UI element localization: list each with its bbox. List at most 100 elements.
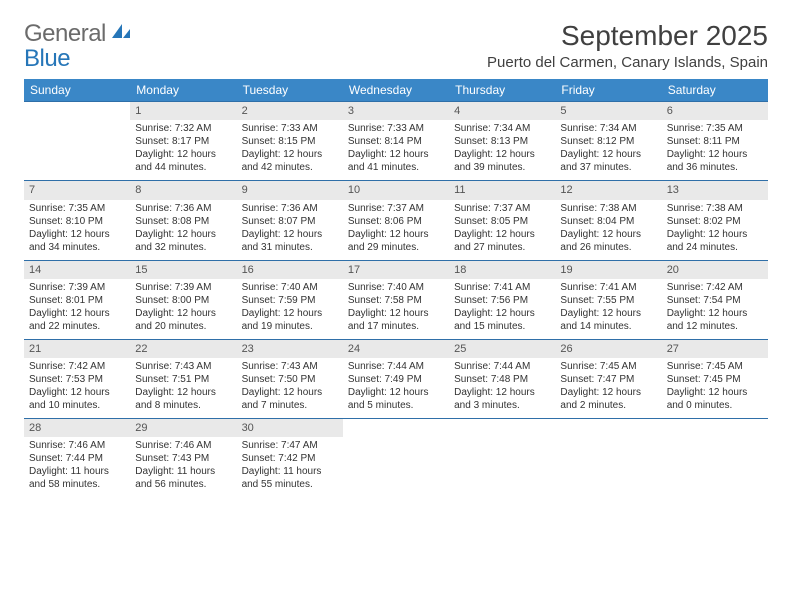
day-cell	[555, 418, 661, 497]
sunset-line: Sunset: 8:05 PM	[454, 215, 550, 228]
day-cell: 11Sunrise: 7:37 AMSunset: 8:05 PMDayligh…	[449, 180, 555, 259]
day-cell: 19 Sunrise: 7:41 AMSunset: 7:55 PMDayligh…	[555, 260, 661, 339]
logo: General	[24, 20, 134, 48]
day-cell: 4Sunrise: 7:34 AMSunset: 8:13 PMDaylight…	[449, 101, 555, 180]
week-row: 7Sunrise: 7:35 AMSunset: 8:10 PMDaylight…	[24, 180, 768, 259]
weekday-saturday: Saturday	[662, 79, 768, 101]
sunset-line: Sunset: 7:45 PM	[667, 373, 763, 386]
day-number: 25	[449, 340, 555, 358]
sunset-line: Sunset: 7:42 PM	[242, 452, 338, 465]
sunset-line: Sunset: 8:13 PM	[454, 135, 550, 148]
weekday-thursday: Thursday	[449, 79, 555, 101]
sunrise-line: Sunrise: 7:38 AM	[667, 202, 763, 215]
day-number: 24	[343, 340, 449, 358]
day-number: 6	[662, 102, 768, 120]
day-number: 17	[343, 261, 449, 279]
daylight-line: Daylight: 12 hours and 2 minutes.	[560, 386, 656, 412]
sunrise-line: Sunrise: 7:43 AM	[135, 360, 231, 373]
sunrise-line: Sunrise: 7:45 AM	[667, 360, 763, 373]
day-number: 30	[237, 419, 343, 437]
day-cell: 28Sunrise: 7:46 AMSunset: 7:44 PMDayligh…	[24, 418, 130, 497]
day-number: 14	[24, 261, 130, 279]
sunset-line: Sunset: 7:47 PM	[560, 373, 656, 386]
sunrise-line: Sunrise: 7:40 AM	[242, 281, 338, 294]
week-row: 1Sunrise: 7:32 AMSunset: 8:17 PMDaylight…	[24, 101, 768, 180]
day-number: 27	[662, 340, 768, 358]
day-cell: 25Sunrise: 7:44 AMSunset: 7:48 PMDayligh…	[449, 339, 555, 418]
sunset-line: Sunset: 8:02 PM	[667, 215, 763, 228]
daylight-line: Daylight: 12 hours and 17 minutes.	[348, 307, 444, 333]
sunrise-line: Sunrise: 7:42 AM	[29, 360, 125, 373]
day-cell: 20Sunrise: 7:42 AMSunset: 7:54 PMDayligh…	[662, 260, 768, 339]
day-cell: 15Sunrise: 7:39 AMSunset: 8:00 PMDayligh…	[130, 260, 236, 339]
day-number: 7	[24, 181, 130, 199]
daylight-line: Daylight: 12 hours and 0 minutes.	[667, 386, 763, 412]
daylight-line: Daylight: 12 hours and 24 minutes.	[667, 228, 763, 254]
day-cell: 16Sunrise: 7:40 AMSunset: 7:59 PMDayligh…	[237, 260, 343, 339]
daylight-line: Daylight: 12 hours and 10 minutes.	[29, 386, 125, 412]
day-cell: 21Sunrise: 7:42 AMSunset: 7:53 PMDayligh…	[24, 339, 130, 418]
calendar: SundayMondayTuesdayWednesdayThursdayFrid…	[24, 79, 768, 497]
day-cell: 24Sunrise: 7:44 AMSunset: 7:49 PMDayligh…	[343, 339, 449, 418]
sunset-line: Sunset: 7:59 PM	[242, 294, 338, 307]
daylight-line: Daylight: 12 hours and 7 minutes.	[242, 386, 338, 412]
daylight-line: Daylight: 12 hours and 14 minutes.	[560, 307, 656, 333]
day-number: 9	[237, 181, 343, 199]
sunset-line: Sunset: 7:55 PM	[560, 294, 656, 307]
sunset-line: Sunset: 8:14 PM	[348, 135, 444, 148]
daylight-line: Daylight: 11 hours and 58 minutes.	[29, 465, 125, 491]
daylight-line: Daylight: 12 hours and 44 minutes.	[135, 148, 231, 174]
daylight-line: Daylight: 12 hours and 34 minutes.	[29, 228, 125, 254]
day-number: 23	[237, 340, 343, 358]
day-cell: 12Sunrise: 7:38 AMSunset: 8:04 PMDayligh…	[555, 180, 661, 259]
day-number: 26	[555, 340, 661, 358]
sunset-line: Sunset: 7:58 PM	[348, 294, 444, 307]
day-cell: 3Sunrise: 7:33 AMSunset: 8:14 PMDaylight…	[343, 101, 449, 180]
sunrise-line: Sunrise: 7:46 AM	[29, 439, 125, 452]
page: General September 2025 Puerto del Carmen…	[0, 0, 792, 517]
daylight-line: Daylight: 12 hours and 20 minutes.	[135, 307, 231, 333]
sunset-line: Sunset: 7:49 PM	[348, 373, 444, 386]
sunrise-line: Sunrise: 7:42 AM	[667, 281, 763, 294]
week-row: 21Sunrise: 7:42 AMSunset: 7:53 PMDayligh…	[24, 339, 768, 418]
day-number: 11	[449, 181, 555, 199]
day-number: 13	[662, 181, 768, 199]
sunrise-line: Sunrise: 7:34 AM	[560, 122, 656, 135]
day-cell: 18Sunrise: 7:41 AMSunset: 7:56 PMDayligh…	[449, 260, 555, 339]
sunrise-line: Sunrise: 7:41 AM	[560, 281, 656, 294]
sunset-line: Sunset: 8:12 PM	[560, 135, 656, 148]
sunset-line: Sunset: 7:56 PM	[454, 294, 550, 307]
day-number: 21	[24, 340, 130, 358]
weekday-tuesday: Tuesday	[237, 79, 343, 101]
daylight-line: Daylight: 12 hours and 3 minutes.	[454, 386, 550, 412]
day-cell	[343, 418, 449, 497]
day-cell: 8Sunrise: 7:36 AMSunset: 8:08 PMDaylight…	[130, 180, 236, 259]
day-cell: 6Sunrise: 7:35 AMSunset: 8:11 PMDaylight…	[662, 101, 768, 180]
daylight-line: Daylight: 12 hours and 31 minutes.	[242, 228, 338, 254]
logo-text-blue: Blue	[24, 45, 70, 72]
daylight-line: Daylight: 12 hours and 39 minutes.	[454, 148, 550, 174]
sunrise-line: Sunrise: 7:39 AM	[29, 281, 125, 294]
day-number: 22	[130, 340, 236, 358]
sunset-line: Sunset: 7:48 PM	[454, 373, 550, 386]
sunrise-line: Sunrise: 7:33 AM	[242, 122, 338, 135]
daylight-line: Daylight: 12 hours and 22 minutes.	[29, 307, 125, 333]
daylight-line: Daylight: 11 hours and 56 minutes.	[135, 465, 231, 491]
day-number: 20	[662, 261, 768, 279]
day-number: 5	[555, 102, 661, 120]
daylight-line: Daylight: 12 hours and 32 minutes.	[135, 228, 231, 254]
weeks-container: 1Sunrise: 7:32 AMSunset: 8:17 PMDaylight…	[24, 101, 768, 497]
sunset-line: Sunset: 8:17 PM	[135, 135, 231, 148]
sunrise-line: Sunrise: 7:44 AM	[348, 360, 444, 373]
sunrise-line: Sunrise: 7:35 AM	[29, 202, 125, 215]
sunset-line: Sunset: 7:51 PM	[135, 373, 231, 386]
sunrise-line: Sunrise: 7:35 AM	[667, 122, 763, 135]
sunrise-line: Sunrise: 7:36 AM	[242, 202, 338, 215]
sunset-line: Sunset: 8:00 PM	[135, 294, 231, 307]
day-number: 19	[555, 261, 661, 279]
sunrise-line: Sunrise: 7:39 AM	[135, 281, 231, 294]
day-cell	[662, 418, 768, 497]
day-cell: 9Sunrise: 7:36 AMSunset: 8:07 PMDaylight…	[237, 180, 343, 259]
daylight-line: Daylight: 11 hours and 55 minutes.	[242, 465, 338, 491]
day-number: 3	[343, 102, 449, 120]
